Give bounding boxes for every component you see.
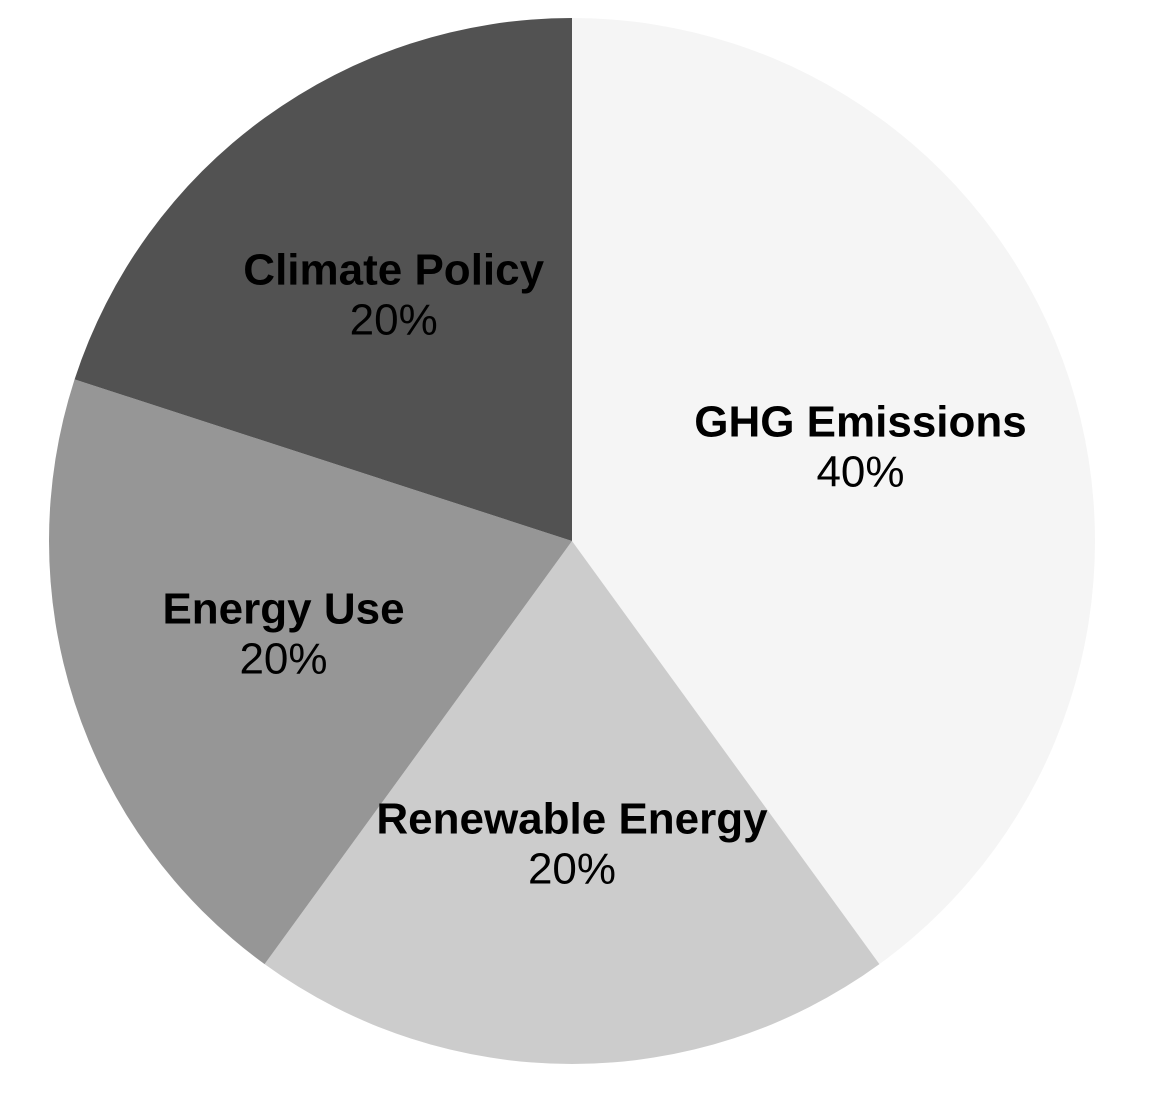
slice-label-ghg-emissions: GHG Emissions (694, 397, 1027, 446)
slice-value-energy-use: 20% (239, 635, 327, 684)
slice-value-ghg-emissions: 40% (816, 447, 904, 496)
pie-slices (49, 18, 1096, 1065)
pie-slice-energy-use (49, 379, 573, 965)
pie-slice-renewable-energy (264, 541, 880, 1065)
pie-slice-ghg-emissions (572, 18, 1096, 965)
slice-label-energy-use: Energy Use (162, 585, 404, 634)
slice-label-climate-policy: Climate Policy (243, 246, 544, 295)
pie-slice-climate-policy (74, 18, 572, 541)
slice-label-renewable-energy: Renewable Energy (376, 794, 768, 843)
slice-value-renewable-energy: 20% (528, 844, 616, 893)
slice-value-climate-policy: 20% (350, 296, 438, 345)
